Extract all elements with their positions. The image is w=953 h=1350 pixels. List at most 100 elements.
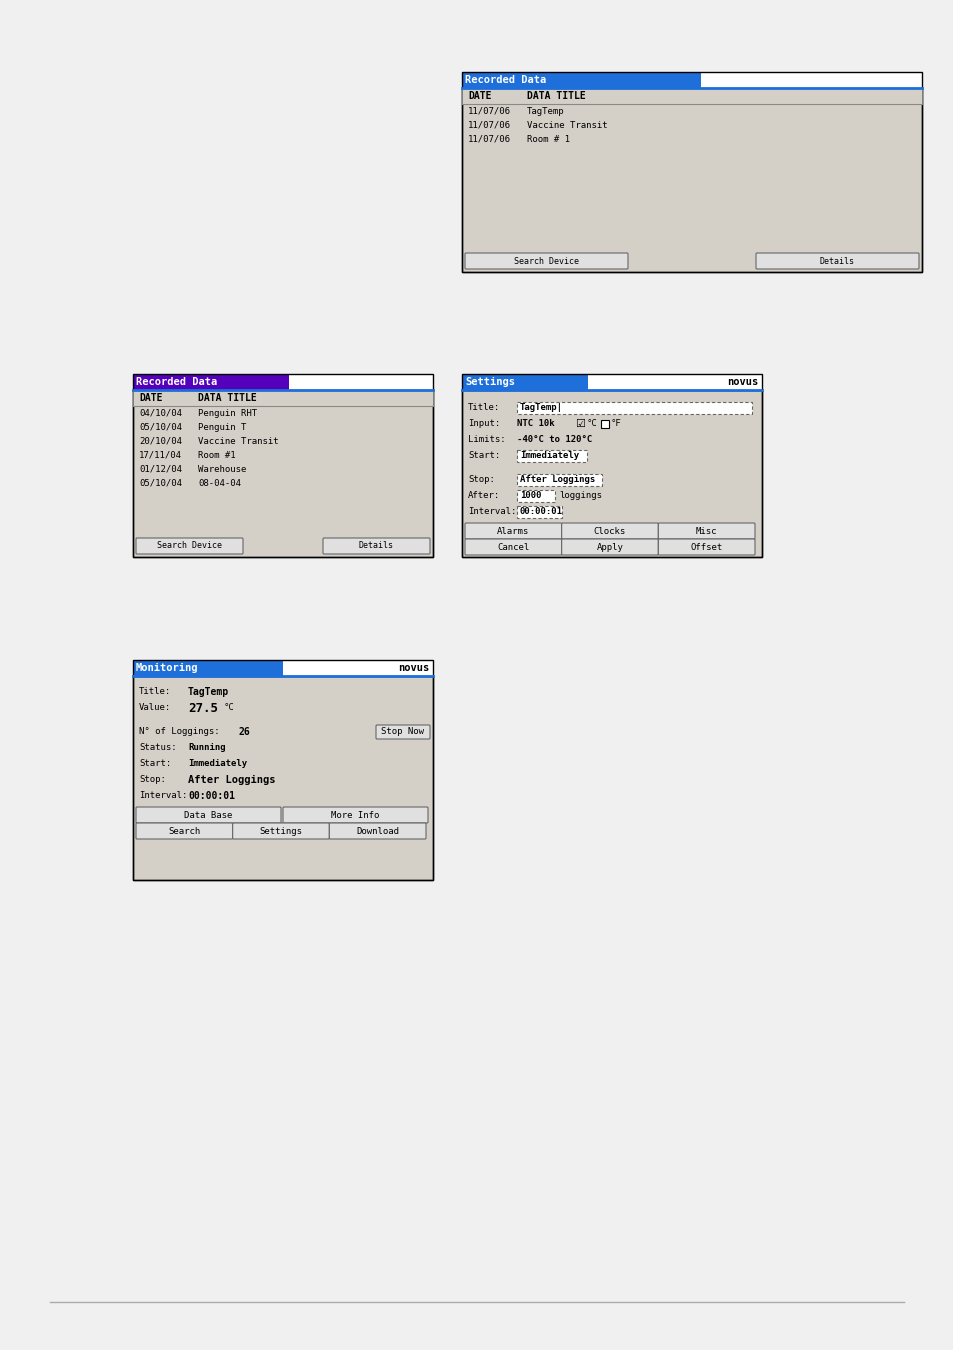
Text: Cancel: Cancel	[497, 543, 529, 552]
Text: Title:: Title:	[139, 687, 172, 697]
Text: novus: novus	[726, 377, 758, 387]
Text: 11/07/06: 11/07/06	[468, 120, 511, 130]
Text: DATA TITLE: DATA TITLE	[526, 90, 585, 101]
Text: Warehouse: Warehouse	[198, 464, 246, 474]
Bar	[461, 374, 761, 558]
Text: More Info: More Info	[331, 810, 379, 819]
Text: Running: Running	[188, 744, 226, 752]
Text: Vaccine Transit: Vaccine Transit	[526, 120, 607, 130]
Text: Download: Download	[355, 826, 398, 836]
Text: 27.5: 27.5	[188, 702, 218, 714]
Bar	[132, 374, 289, 390]
Text: -40°C to 120°C: -40°C to 120°C	[517, 436, 592, 444]
Text: 20/10/04: 20/10/04	[139, 436, 182, 446]
Bar	[517, 402, 751, 414]
Text: TagTemp|: TagTemp|	[519, 404, 562, 413]
Bar	[461, 374, 587, 390]
Text: Details: Details	[358, 541, 394, 551]
Text: Start:: Start:	[468, 451, 499, 460]
Text: N° of Loggings:: N° of Loggings:	[139, 728, 219, 737]
Bar	[700, 72, 921, 88]
Text: 04/10/04: 04/10/04	[139, 409, 182, 417]
Text: 11/07/06: 11/07/06	[468, 107, 511, 116]
Text: Recorded Data: Recorded Data	[464, 76, 546, 85]
Text: Room # 1: Room # 1	[526, 135, 569, 143]
Text: Stop:: Stop:	[468, 475, 495, 485]
Text: Interval:: Interval:	[468, 508, 516, 517]
Text: 05/10/04: 05/10/04	[139, 478, 182, 487]
Bar	[587, 374, 761, 390]
FancyBboxPatch shape	[658, 522, 754, 539]
Text: NTC 10k: NTC 10k	[517, 420, 554, 428]
Text: 26: 26	[239, 728, 251, 737]
Text: Value:: Value:	[139, 703, 172, 713]
Text: Interval:: Interval:	[139, 791, 187, 801]
Text: novus: novus	[397, 663, 429, 674]
Text: Input:: Input:	[468, 420, 499, 428]
Text: Stop Now: Stop Now	[381, 728, 424, 737]
Bar	[461, 72, 921, 271]
Text: Penguin RHT: Penguin RHT	[198, 409, 257, 417]
Text: loggings: loggings	[558, 491, 601, 501]
Bar	[517, 490, 555, 502]
Text: Immediately: Immediately	[188, 760, 247, 768]
FancyBboxPatch shape	[375, 725, 430, 738]
Text: Limits:: Limits:	[468, 436, 505, 444]
Text: °F: °F	[610, 420, 621, 428]
Text: Room #1: Room #1	[198, 451, 235, 459]
Text: Alarms: Alarms	[497, 526, 529, 536]
Text: °C: °C	[586, 420, 598, 428]
Text: Offset: Offset	[690, 543, 722, 552]
Bar	[461, 88, 921, 104]
Text: Recorded Data: Recorded Data	[136, 377, 217, 387]
FancyBboxPatch shape	[464, 539, 561, 555]
Text: Search Device: Search Device	[514, 256, 578, 266]
FancyBboxPatch shape	[136, 824, 233, 838]
Text: Misc: Misc	[695, 526, 717, 536]
Text: 1000: 1000	[519, 491, 541, 501]
FancyBboxPatch shape	[561, 539, 658, 555]
Text: Apply: Apply	[596, 543, 622, 552]
Bar	[132, 676, 433, 880]
Bar	[461, 88, 921, 271]
Text: Start:: Start:	[139, 760, 172, 768]
Text: Settings: Settings	[464, 377, 515, 387]
Text: TagTemp: TagTemp	[188, 687, 229, 697]
Text: Penguin T: Penguin T	[198, 423, 246, 432]
Bar	[132, 660, 283, 676]
Text: DATE: DATE	[468, 90, 491, 101]
Text: DATA TITLE: DATA TITLE	[198, 393, 256, 404]
Text: Status:: Status:	[139, 744, 176, 752]
FancyBboxPatch shape	[329, 824, 426, 838]
Bar	[132, 374, 433, 558]
Text: 08-04-04: 08-04-04	[198, 478, 241, 487]
Text: TagTemp: TagTemp	[526, 107, 564, 116]
Text: 05/10/04: 05/10/04	[139, 423, 182, 432]
Text: Search Device: Search Device	[157, 541, 222, 551]
Text: ☑: ☑	[575, 418, 584, 429]
FancyBboxPatch shape	[755, 252, 918, 269]
Text: °C: °C	[224, 703, 234, 713]
Text: Title:: Title:	[468, 404, 499, 413]
FancyBboxPatch shape	[658, 539, 754, 555]
Bar	[517, 450, 586, 462]
FancyBboxPatch shape	[561, 522, 658, 539]
Text: Stop:: Stop:	[139, 775, 166, 784]
Text: Immediately: Immediately	[519, 451, 578, 460]
Text: 01/12/04: 01/12/04	[139, 464, 182, 474]
FancyBboxPatch shape	[136, 807, 281, 824]
Text: 11/07/06: 11/07/06	[468, 135, 511, 143]
Bar	[132, 390, 433, 558]
Bar	[132, 390, 433, 406]
Text: After Loggings: After Loggings	[188, 775, 275, 784]
Text: 00:00:01: 00:00:01	[188, 791, 234, 801]
Text: DATE: DATE	[139, 393, 162, 404]
FancyBboxPatch shape	[464, 522, 561, 539]
Bar	[517, 506, 561, 518]
Text: 17/11/04: 17/11/04	[139, 451, 182, 459]
FancyBboxPatch shape	[464, 252, 627, 269]
Text: Data Base: Data Base	[184, 810, 233, 819]
Text: 00:00:01: 00:00:01	[519, 508, 562, 517]
Bar	[289, 374, 433, 390]
Bar	[283, 660, 433, 676]
